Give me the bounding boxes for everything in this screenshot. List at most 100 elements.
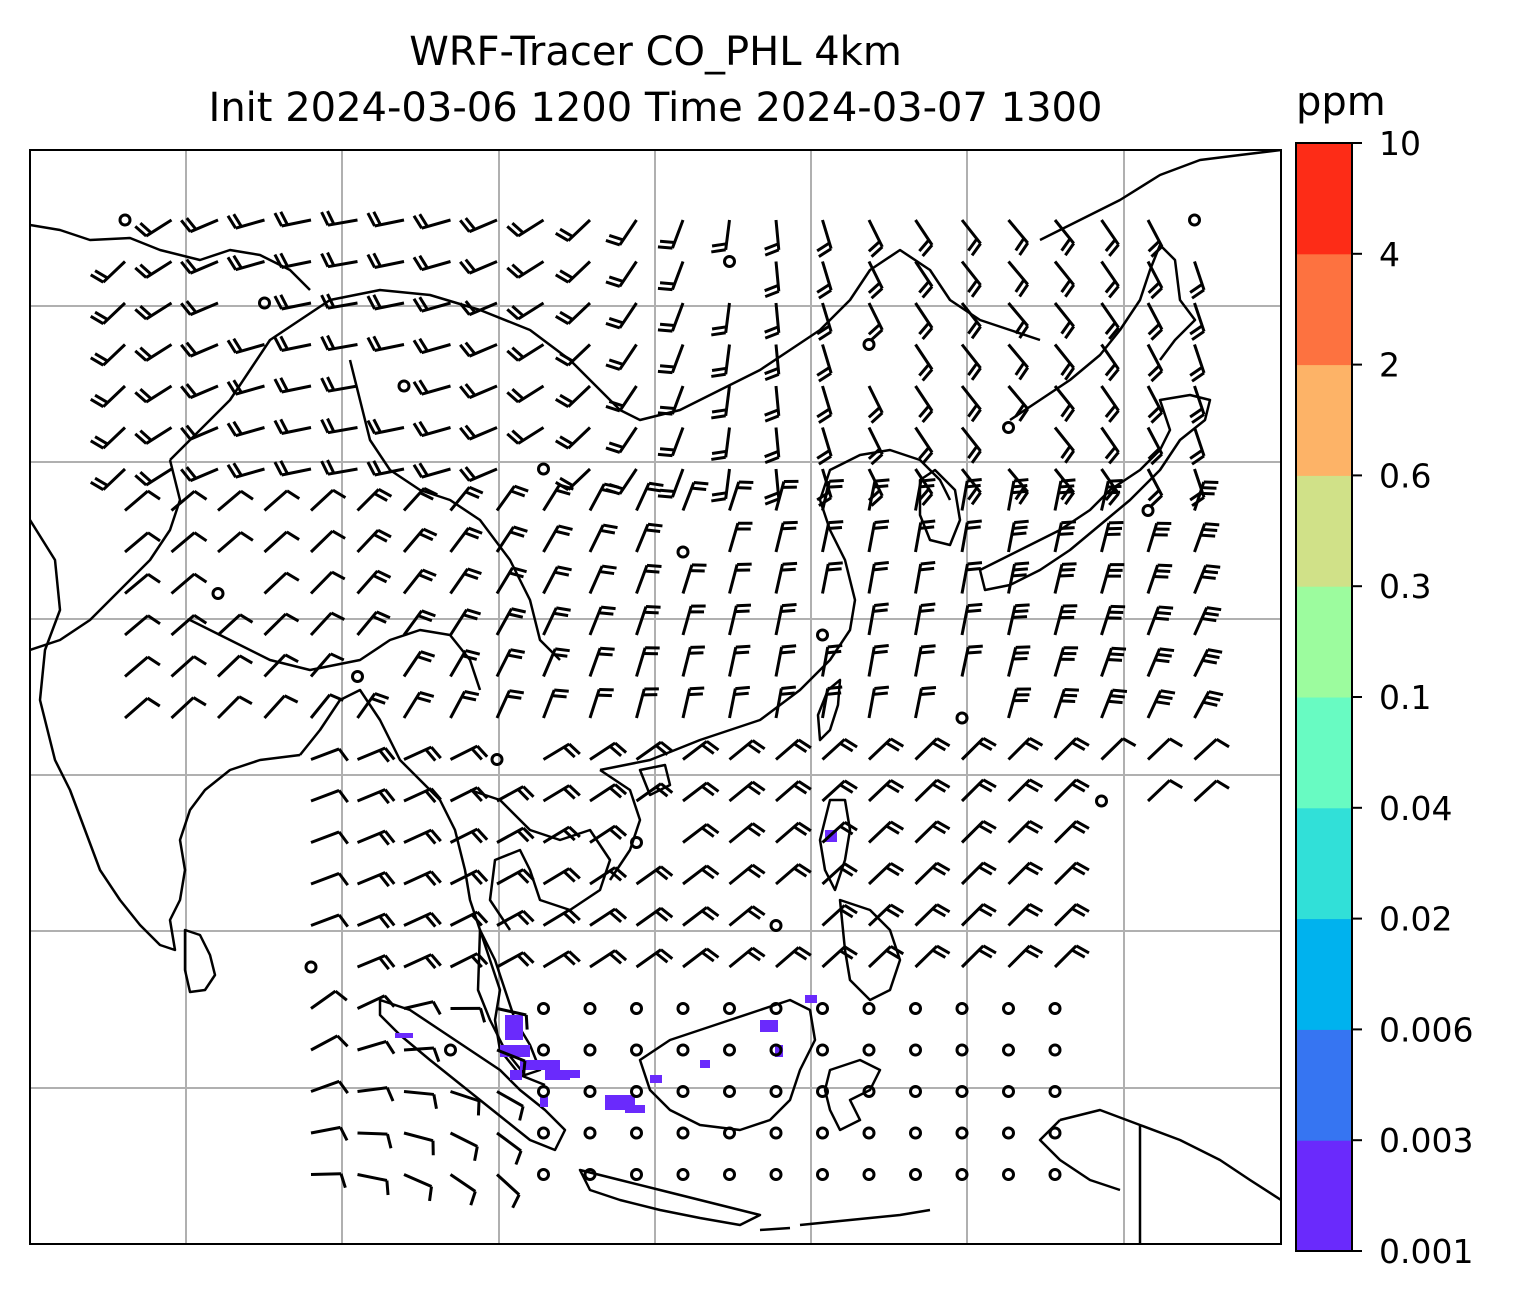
calm-wind-marker [630,1043,643,1057]
wind-barb [309,570,346,595]
wind-barb [357,1131,393,1149]
wind-barb [180,217,219,234]
wind-barb [657,343,685,375]
wind-barb [226,337,265,355]
calm-wind-marker [816,1126,829,1140]
calm-wind-marker [909,1126,922,1140]
calm-wind-marker [909,1002,922,1015]
wind-barb [1007,478,1029,511]
wind-barb [1053,861,1090,886]
wind-barb [1193,690,1224,719]
tracer-patch [545,1070,570,1080]
wind-barb [867,820,905,844]
wind-barb [960,903,997,927]
wind-barb [867,478,890,511]
wind-barb [914,903,951,927]
calm-wind-marker [537,1126,550,1140]
coastline-borneo [638,998,817,1132]
wind-barb [960,602,983,636]
calm-wind-marker [769,1002,783,1015]
tracer-patch [395,1033,413,1038]
wind-barb [681,563,707,594]
calm-wind-marker [351,670,364,683]
colorbar-tick-label: 0.003 [1379,1121,1473,1160]
wind-barb [356,788,396,805]
wind-barb [1189,261,1206,300]
wind-barb [960,477,982,511]
wind-barb [496,868,535,886]
calm-wind-marker [862,1168,876,1181]
wind-barb [914,644,936,677]
calm-wind-marker [909,1085,922,1098]
wind-barb [1007,819,1044,844]
wind-barb [960,861,997,886]
wind-barb [635,481,664,512]
calm-wind-marker [583,1043,597,1057]
wind-barb [495,648,526,678]
calm-wind-marker [723,1043,736,1057]
wind-barb [764,219,781,257]
wind-barb [356,487,393,512]
wind-barb [914,426,934,465]
wind-barb [134,343,173,362]
calm-wind-marker [862,338,876,351]
wind-barb [542,950,581,969]
wind-barb [635,646,660,677]
calm-wind-marker [769,1126,783,1140]
wind-barb [728,946,766,969]
wind-barb [554,301,592,325]
wind-barb [356,829,396,846]
wind-barb [821,685,843,719]
wind-barb [821,862,858,886]
wind-barb [403,911,442,928]
wind-barb [450,1006,487,1023]
wind-barb [867,219,884,258]
wind-barb [635,605,661,636]
calm-wind-marker [1002,421,1015,434]
coastline-luzon [818,798,852,892]
wind-barb [449,827,489,844]
calm-wind-marker [304,960,318,974]
wind-barb [682,781,720,803]
wind-barb [635,740,674,761]
wind-barb [867,903,905,927]
wind-barb [1053,562,1077,594]
wind-barb [542,825,581,844]
calm-wind-marker [909,1168,922,1181]
tracer-patch [625,1105,645,1113]
wind-barb [914,685,937,719]
wind-barb [914,219,934,258]
wind-barb [542,688,569,719]
wind-barb [506,426,545,445]
wind-barb [1146,521,1172,553]
coastline-myanmar [299,688,546,1087]
wind-barb [449,1173,477,1206]
wind-barb [635,563,662,595]
calm-wind-marker [769,1043,783,1057]
wind-barb [960,302,982,340]
wind-barb [309,693,344,719]
calm-wind-marker [769,1085,783,1098]
calm-wind-marker [1048,1168,1062,1181]
wind-barb [402,568,437,595]
calm-wind-marker [723,1085,736,1098]
calm-wind-marker [537,1168,550,1181]
wind-barb [402,650,436,678]
wind-barb [1100,521,1124,553]
wind-barb [1053,302,1076,340]
wind-barb [1193,564,1221,595]
wind-barb [657,302,685,333]
coastline-korea [918,468,962,547]
wind-barb [711,344,731,378]
calm-wind-marker [490,753,504,766]
calm-wind-marker [1002,1168,1015,1181]
wind-barb [635,782,674,803]
wind-barb [1100,479,1123,511]
wind-barb [554,343,592,367]
wind-barb [273,252,312,269]
wind-barb [867,779,905,803]
wind-barb [449,744,489,761]
calm-wind-marker [258,296,271,310]
wind-barb [867,643,889,677]
calm-wind-marker [118,213,132,227]
